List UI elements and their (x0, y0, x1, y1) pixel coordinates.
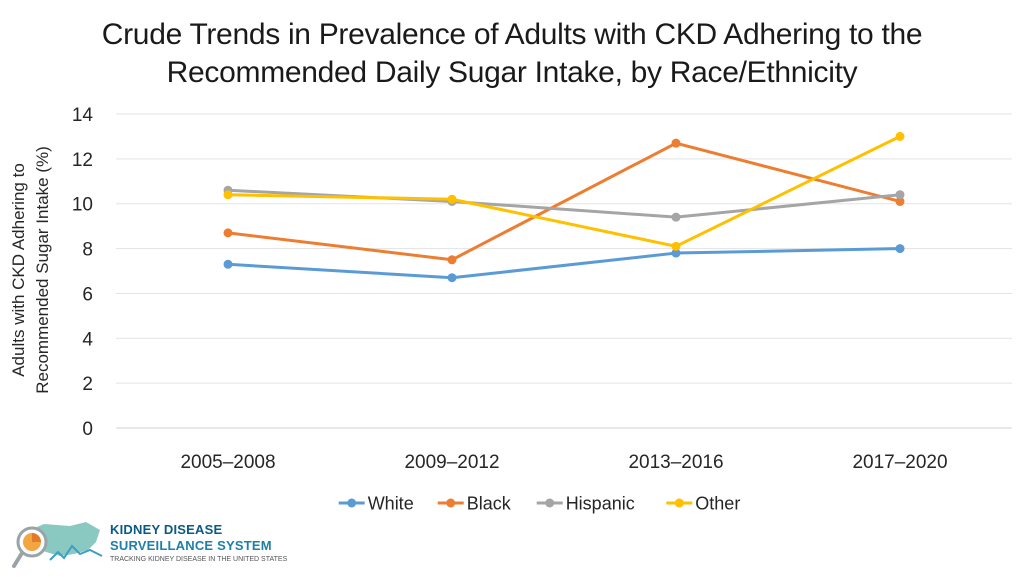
data-point-black-2 (671, 138, 681, 148)
data-point-white-1 (447, 273, 457, 283)
series-other (223, 131, 905, 251)
series-line-white (226, 247, 902, 280)
x-tick-label: 2013–2016 (628, 452, 723, 473)
series-line-other (226, 134, 902, 248)
series-lines (223, 131, 905, 283)
data-point-black-0 (223, 228, 233, 238)
chart-title-line1: Crude Trends in Prevalence of Adults wit… (101, 18, 923, 51)
data-point-black-1 (447, 255, 457, 265)
gridlines (116, 113, 1012, 429)
legend: White Black Hispanic Other (338, 494, 740, 514)
data-point-other-2 (671, 241, 681, 251)
x-tick-label: 2017–2020 (852, 452, 947, 473)
legend-label: Hispanic (566, 494, 635, 514)
x-tick-labels: 2005–2008 2009–2012 2013–2016 2017–2020 (180, 452, 947, 473)
logo-title-line2: SURVEILLANCE SYSTEM (110, 538, 272, 553)
legend-swatch-marker (446, 498, 456, 508)
data-point-black-3 (895, 196, 905, 206)
y-tick-label: 8 (82, 240, 93, 261)
legend-item-other: Other (666, 494, 740, 514)
x-tick-label: 2005–2008 (180, 452, 275, 473)
data-point-white-0 (223, 259, 233, 269)
legend-item-hispanic: Hispanic (536, 494, 635, 514)
logo-title-line1: KIDNEY DISEASE (110, 522, 223, 537)
legend-label: Black (467, 494, 512, 514)
legend-swatch-marker (545, 498, 555, 508)
y-tick-label: 2 (82, 374, 93, 395)
data-point-hispanic-3 (895, 190, 905, 200)
legend-swatch-marker (347, 498, 357, 508)
legend-label: Other (695, 494, 740, 514)
y-tick-label: 14 (72, 105, 94, 126)
series-black (223, 138, 905, 265)
legend-label: White (368, 494, 414, 514)
y-tick-label: 0 (82, 419, 93, 440)
data-point-other-1 (447, 194, 457, 204)
y-axis-title: Adults with CKD Adhering to Recommended … (9, 146, 52, 394)
x-tick-label: 2009–2012 (404, 452, 499, 473)
data-point-white-3 (895, 244, 905, 254)
series-line-black (226, 141, 902, 262)
logo-tagline: TRACKING KIDNEY DISEASE IN THE UNITED ST… (110, 556, 288, 563)
y-tick-label: 6 (82, 284, 93, 305)
chart-title-line2: Recommended Daily Sugar Intake, by Race/… (166, 56, 858, 89)
us-map-magnifier-icon (12, 522, 103, 568)
legend-item-white: White (338, 494, 414, 514)
y-tick-label: 4 (82, 329, 93, 350)
data-point-white-2 (671, 248, 681, 258)
series-white (223, 244, 905, 283)
y-axis-title-line1: Adults with CKD Adhering to (9, 163, 28, 377)
y-tick-label: 12 (72, 150, 93, 171)
legend-swatch-marker (674, 498, 684, 508)
chart-title: Crude Trends in Prevalence of Adults wit… (0, 16, 1024, 92)
data-point-hispanic-2 (671, 212, 681, 222)
legend-item-black: Black (437, 494, 512, 514)
kdss-logo: KIDNEY DISEASE SURVEILLANCE SYSTEM TRACK… (10, 516, 300, 572)
data-point-other-0 (223, 190, 233, 200)
y-tick-labels: 0 2 4 6 8 10 12 14 (72, 105, 94, 440)
data-point-other-3 (895, 131, 905, 141)
y-tick-label: 10 (72, 195, 93, 216)
y-axis-title-line2: Recommended Sugar Intake (%) (33, 146, 52, 394)
